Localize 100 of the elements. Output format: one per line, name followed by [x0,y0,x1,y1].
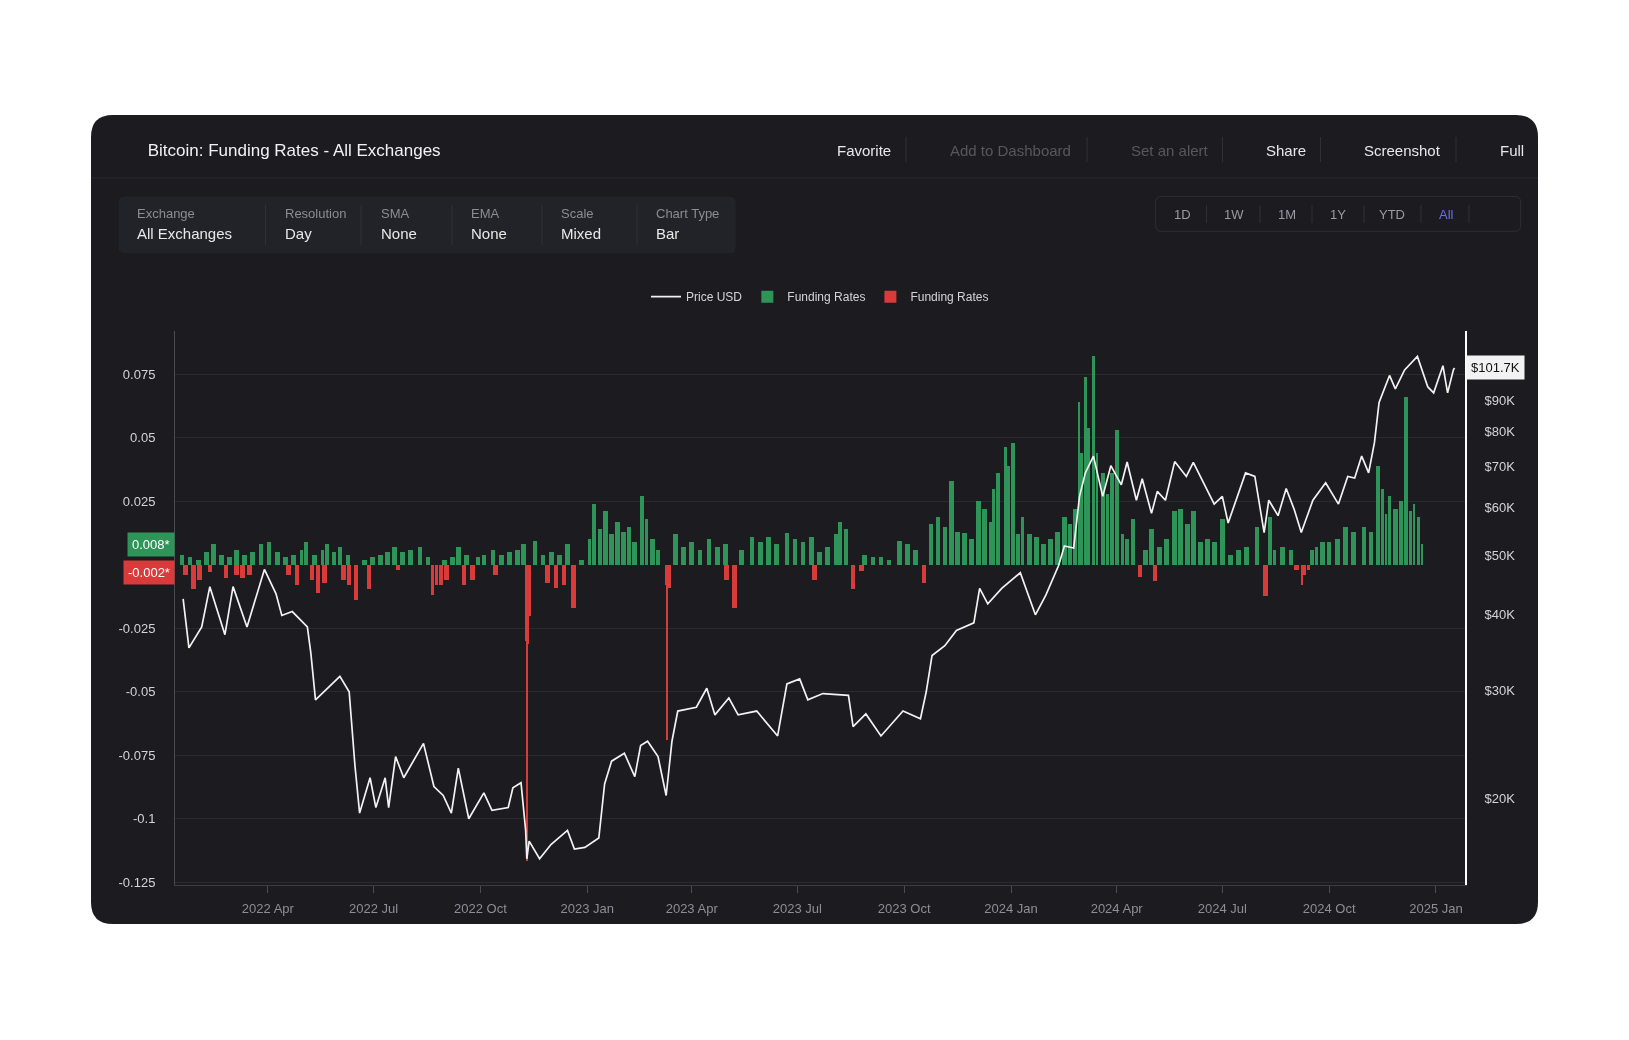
bar [499,555,504,565]
bar [1164,539,1169,565]
bar [1376,466,1380,565]
bar [1289,550,1293,565]
bar [922,565,926,583]
x-tick-label: 2023 Jan [560,900,614,916]
text: Set an alert [1131,142,1209,159]
bar [392,547,397,565]
bar [250,552,255,565]
bar [793,539,797,565]
bar [859,565,864,571]
bar [1362,527,1366,565]
bar [1351,532,1356,565]
bar [470,565,475,580]
bar [286,565,291,575]
text: YTD [1379,207,1405,222]
bar [698,550,702,565]
bar [418,547,422,565]
bar [482,555,486,565]
bar [1198,542,1203,565]
bar [812,565,817,580]
bar [1041,544,1046,565]
bar [862,555,867,565]
x-tick-label: 2024 Jul [1197,900,1248,916]
y-tick-label: -0.025 [118,620,156,636]
bar [809,537,814,565]
bar [338,547,342,565]
bar [1101,473,1105,565]
y-tick-label: -0.1 [132,811,156,827]
text: All Exchanges [137,225,233,242]
bar [507,552,512,565]
bar [557,555,562,565]
bar [442,560,447,565]
bar [905,544,910,565]
bar [1310,550,1314,565]
bar [1220,519,1225,565]
bar [183,565,188,575]
bar [1205,539,1210,565]
bar [219,555,224,565]
bar [1343,527,1348,565]
bar [897,541,902,565]
bar [242,555,247,565]
bar [533,541,537,565]
bar [464,555,469,565]
y-tick-label: -0.075 [118,747,156,763]
bar [592,504,596,565]
bar [1092,356,1095,565]
bar [408,550,413,565]
bar [1084,377,1087,565]
y2-tick-label: $80K [1484,424,1516,440]
y2-tick-label: $60K [1484,500,1516,516]
bar [312,555,317,565]
bar [291,555,296,565]
bar [774,544,779,565]
bar [1388,496,1391,565]
bar [1255,527,1259,565]
bar [346,555,350,565]
bar [571,565,576,608]
bar [640,496,644,565]
bar [838,522,842,565]
bar [962,533,967,565]
text: All [1439,207,1454,222]
bar [1294,565,1299,570]
bar [354,565,358,600]
text: SMA [381,206,410,221]
x-tick-label: 2024 Oct [1302,900,1356,916]
bar [750,537,754,565]
bar [1153,565,1157,581]
bar [1236,550,1241,565]
text: Favorite [837,142,892,159]
bar [681,547,686,565]
bar [732,565,737,608]
bar [565,544,570,565]
bar [1335,539,1340,565]
bar [879,557,883,565]
x-tick-label: 2022 Jul [348,900,399,916]
legend-label: Funding Rates [910,290,989,305]
text: Bar [656,225,680,242]
text: -0.002* [128,565,170,580]
bar [825,547,830,565]
text: 1W [1224,207,1245,222]
bar [275,552,280,565]
bar [426,557,430,565]
bar [723,544,728,565]
bar [332,552,336,565]
bar [739,550,744,565]
bar [396,565,400,570]
bar [1228,555,1233,565]
bar [431,565,434,595]
bar [913,550,918,565]
bar [247,565,252,575]
bar [208,565,212,572]
y-tick-label: 0.075 [122,366,156,382]
text: None [471,225,507,242]
bar [283,557,288,565]
bar [715,547,720,565]
bar [689,542,694,565]
bar [541,555,545,565]
x-tick-label: 2024 Apr [1090,900,1144,916]
bar [844,529,848,565]
